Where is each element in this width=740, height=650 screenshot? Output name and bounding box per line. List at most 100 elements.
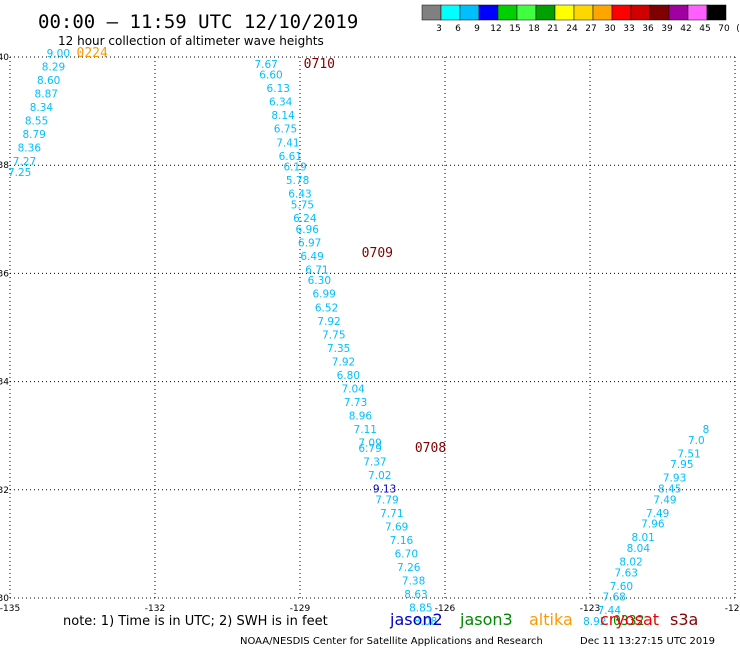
x-tick-label: -132 (145, 604, 165, 614)
pass-time-label: 0332 (613, 614, 644, 629)
footer-timestamp: Dec 11 13:27:15 UTC 2019 (580, 636, 715, 647)
wave-height-value: 7.92 (317, 316, 340, 328)
wave-height-value: 6.61 (279, 151, 302, 163)
axis-ticks: -135 -132 -129 -126 -123 -120 30 32 34 36 38 40 (0, 53, 740, 614)
wave-height-value: 6.13 (267, 83, 290, 95)
satellite-legend-item: s3a (670, 610, 698, 629)
color-scale-label: 15 (509, 24, 520, 34)
color-swatch (478, 4, 499, 21)
color-scale-label: 45 (699, 24, 710, 34)
wave-height-value: 7.37 (363, 456, 386, 468)
wave-height-value: 8.60 (37, 75, 60, 87)
wave-height-value: 7.63 (615, 567, 638, 579)
wave-height-value: 9.00 (47, 48, 70, 60)
wave-height-value: 7.09 (358, 438, 381, 450)
footer-credit: NOAA/NESDIS Center for Satellite Applica… (240, 636, 543, 647)
footer-note: note: 1) Time is in UTC; 2) SWH is in fe… (63, 614, 328, 629)
satellite-legend: jason2 jason3 altika cryosat s3a (389, 610, 698, 629)
wave-height-value: 7.11 (354, 424, 377, 436)
satellite-legend-item: cryosat (600, 610, 659, 629)
wave-height-value: 7.41 (276, 137, 299, 149)
wave-height-value: 7.73 (344, 397, 367, 409)
color-scale-label: 9 (474, 24, 480, 34)
wave-height-value: 7.38 (402, 575, 425, 587)
wave-height-value: 7.67 (254, 59, 277, 71)
wave-height-value: 5.78 (286, 175, 309, 187)
data-points: 9.00 8.298.60 8.878.34 8.558.79 8.367.277.25… (8, 48, 709, 628)
color-swatch (687, 4, 708, 21)
wave-height-value: 8.02 (619, 557, 642, 569)
wave-height-value: 8.45 (658, 484, 681, 496)
wave-height-value: 7.35 (327, 343, 350, 355)
wave-height-value: 8.04 (627, 543, 651, 555)
color-scale-label: 27 (585, 24, 596, 34)
wave-height-value: 7.68 (602, 592, 625, 604)
wave-height-value: 6.24 (293, 213, 317, 225)
wave-height-value: 6.30 (308, 275, 331, 287)
satellite-legend-item: altika (529, 610, 573, 629)
pass-time-label: 0710 (304, 57, 335, 72)
color-scale-label: 12 (490, 24, 501, 34)
wave-height-value: 8.36 (18, 143, 42, 155)
wave-height-value: 6.43 (288, 189, 311, 201)
wave-height-value: 7.49 (653, 494, 676, 506)
color-scale-label: 21 (547, 24, 558, 34)
chart-subtitle: 12 hour collection of altimeter wave hei… (58, 34, 324, 48)
color-scale-label: (ft) (736, 24, 740, 34)
color-swatch (649, 4, 670, 21)
wave-height-value: 8.55 (25, 116, 48, 128)
wave-height-value: 7.93 (663, 473, 686, 485)
y-tick-label: 38 (0, 161, 9, 171)
wave-height-value: 7.0 (688, 435, 705, 447)
wave-height-value: 7.69 (385, 521, 408, 533)
wave-height-value: 6.79 (358, 443, 381, 455)
satellite-legend-item: jason2 (389, 610, 443, 629)
wave-height-value: 8.14 (271, 110, 295, 122)
color-swatch (421, 4, 442, 21)
x-tick-label: -129 (290, 604, 311, 614)
wave-height-value: 7.79 (375, 494, 398, 506)
color-scale-label: 42 (680, 24, 691, 34)
y-tick-label: 40 (0, 53, 9, 63)
wave-height-value: 8.29 (42, 62, 65, 74)
wave-height-value: 6.19 (283, 162, 306, 174)
wave-height-value: 6.34 (269, 97, 293, 109)
pass-time-labels: 0224 0710 0709 0708 0332 (77, 46, 645, 629)
wave-height-value: 6.97 (298, 237, 321, 249)
wave-height-value: 7.75 (322, 329, 345, 341)
wave-height-value: 7.51 (677, 448, 700, 460)
wave-height-value: 8.92 (583, 616, 606, 628)
wave-height-value: 5.75 (291, 199, 314, 211)
color-swatch (516, 4, 537, 21)
wave-height-value: 6.96 (296, 224, 320, 236)
y-tick-label: 34 (0, 378, 9, 388)
wave-height-value: 7.71 (380, 508, 403, 520)
wave-height-value: 7.16 (390, 535, 414, 547)
wave-height-value: 6.52 (315, 302, 338, 314)
wave-height-value: 8.87 (35, 89, 58, 101)
wave-height-value: 6.49 (300, 251, 323, 263)
color-swatch (440, 4, 461, 21)
wave-height-value: 7.26 (397, 562, 421, 574)
wave-height-value: 6.99 (312, 289, 335, 301)
wave-height-value: 8.34 (30, 102, 54, 114)
wave-height-value: 8 (703, 424, 710, 436)
color-swatch (630, 4, 651, 21)
wave-height-value: 7.60 (610, 581, 633, 593)
pass-time-label: 0708 (415, 441, 446, 456)
pass-time-label: 0224 (77, 46, 108, 61)
wave-height-value: 7.04 (341, 383, 365, 395)
color-swatch (459, 4, 480, 21)
wave-height-value: 6.80 (337, 370, 360, 382)
color-swatch (706, 4, 727, 21)
wave-height-value: 8.01 (631, 532, 654, 544)
color-scale-label: 24 (566, 24, 578, 34)
wave-height-value: 7.95 (670, 459, 693, 471)
satellite-legend-item: jason3 (459, 610, 513, 629)
wave-height-value: 7.92 (332, 356, 355, 368)
color-swatch (611, 4, 632, 21)
color-scale-label: 18 (528, 24, 540, 34)
chart-title: 00:00 – 11:59 UTC 12/10/2019 (38, 11, 358, 33)
